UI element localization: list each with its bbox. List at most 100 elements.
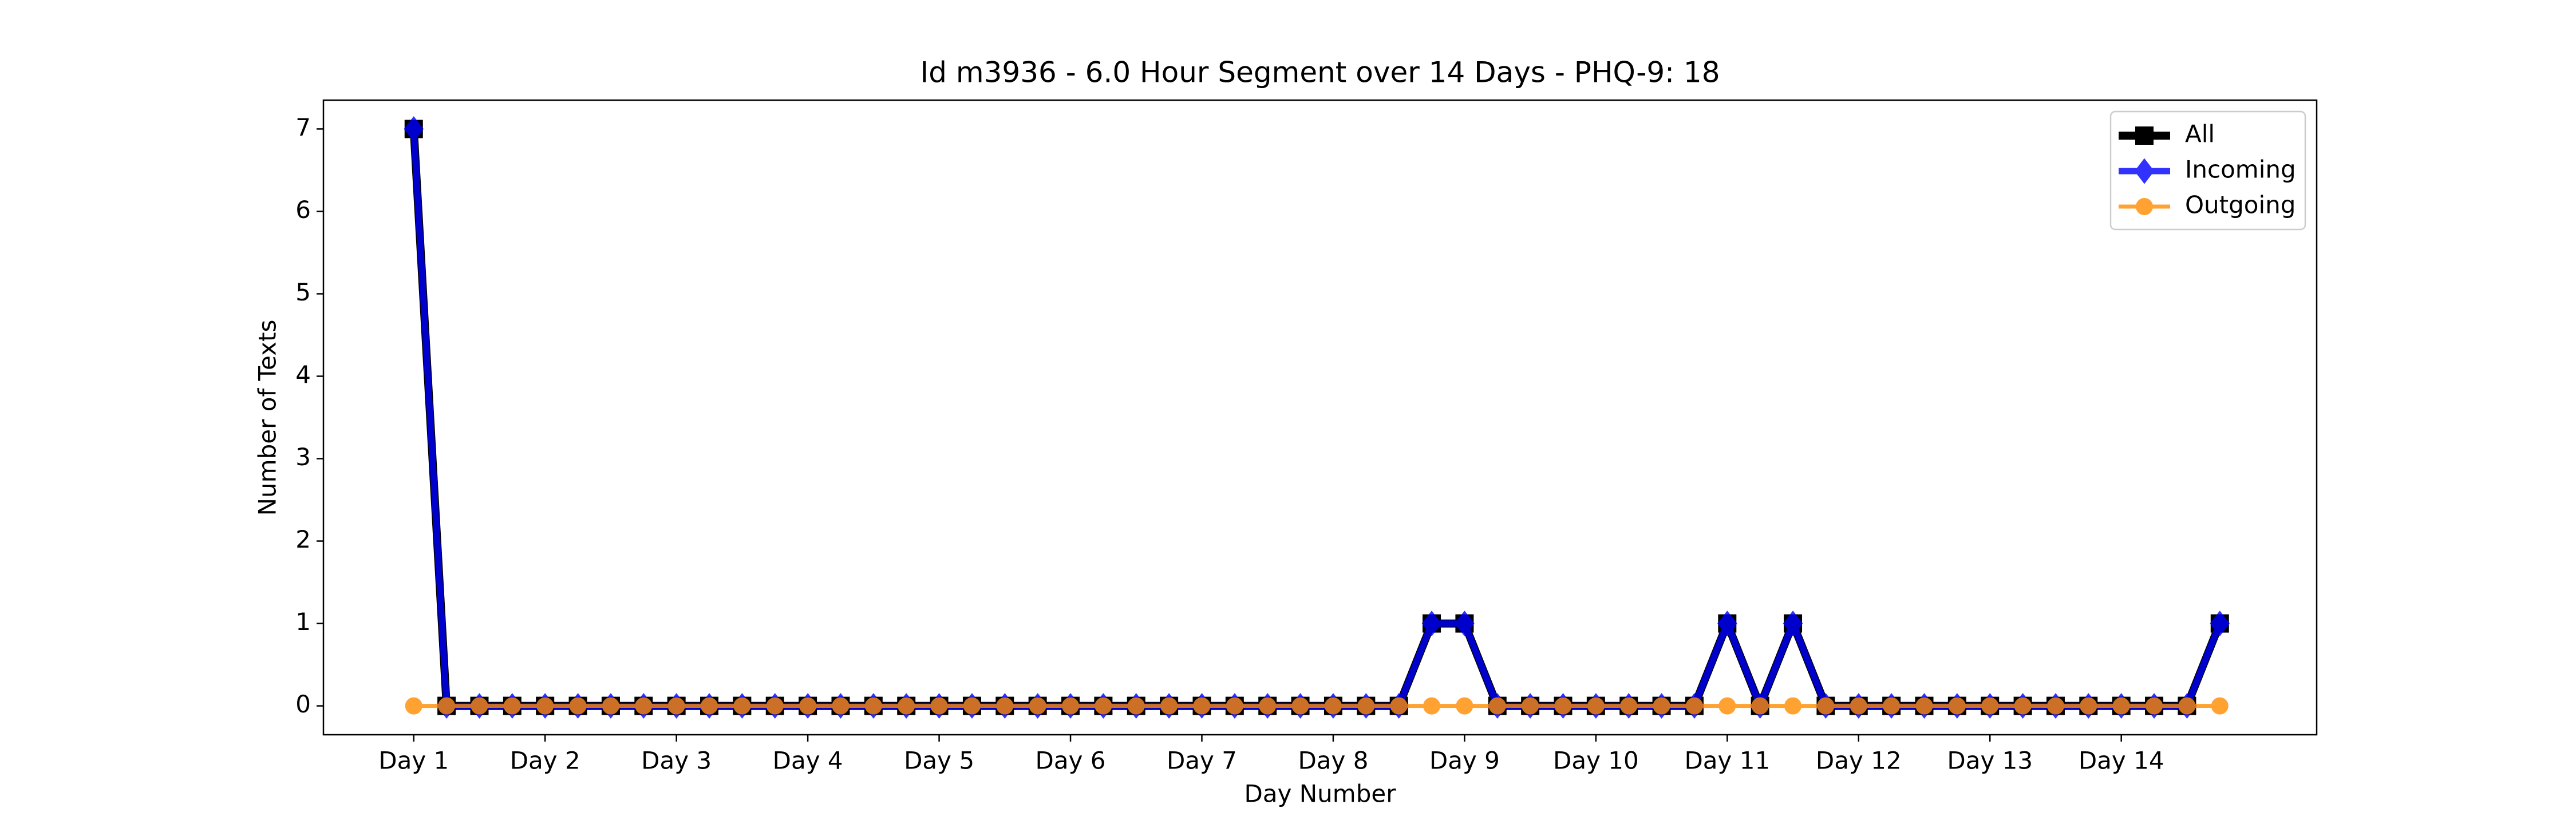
point xyxy=(569,697,587,715)
point xyxy=(1717,611,1737,637)
point xyxy=(1324,697,1342,715)
point xyxy=(1554,697,1572,715)
point xyxy=(667,697,685,715)
x-tick-label: Day 12 xyxy=(1816,747,1902,775)
point xyxy=(1423,697,1441,715)
legend-box xyxy=(2109,110,2306,231)
y-tick-label: 3 xyxy=(295,443,311,471)
point xyxy=(635,697,653,715)
y-tick-label: 2 xyxy=(295,525,311,553)
x-axis-label: Day Number xyxy=(1244,780,1396,808)
point xyxy=(1291,697,1309,715)
point xyxy=(930,697,948,715)
x-tick-label: Day 6 xyxy=(1036,747,1106,775)
point xyxy=(733,697,751,715)
point xyxy=(1421,611,1442,637)
legend-marker xyxy=(2135,126,2154,145)
point xyxy=(1488,697,1506,715)
point xyxy=(1357,697,1375,715)
x-tick-label: Day 13 xyxy=(1947,747,2033,775)
x-tick-label: Day 10 xyxy=(1553,747,1639,775)
x-tick-label: Day 1 xyxy=(378,747,449,775)
point xyxy=(1751,697,1769,715)
point xyxy=(2046,697,2064,715)
y-tick-label: 0 xyxy=(295,690,311,718)
x-tick-label: Day 3 xyxy=(641,747,712,775)
point xyxy=(1883,697,1901,715)
point xyxy=(2211,697,2229,715)
legend-item xyxy=(2119,126,2170,145)
point xyxy=(1915,697,1933,715)
point xyxy=(1948,697,1966,715)
point xyxy=(832,697,850,715)
legend-marker xyxy=(2136,198,2153,215)
point xyxy=(1981,697,1999,715)
point xyxy=(864,697,882,715)
point xyxy=(1226,697,1243,715)
point xyxy=(1850,697,1867,715)
point xyxy=(1620,697,1638,715)
point xyxy=(438,697,456,715)
x-tick-label: Day 9 xyxy=(1429,747,1500,775)
point xyxy=(405,697,422,715)
legend-item xyxy=(2119,198,2170,215)
x-tick-label: Day 4 xyxy=(773,747,843,775)
legend-marker xyxy=(2134,158,2155,184)
point xyxy=(2112,697,2130,715)
x-tick-label: Day 5 xyxy=(904,747,974,775)
x-tick-label: Day 14 xyxy=(2079,747,2164,775)
y-axis-label: Number of Texts xyxy=(254,320,282,516)
point xyxy=(996,697,1014,715)
point xyxy=(2178,697,2196,715)
y-tick-label: 7 xyxy=(295,113,311,141)
point xyxy=(701,697,718,715)
point xyxy=(1029,697,1046,715)
point xyxy=(1653,697,1670,715)
y-tick-label: 1 xyxy=(295,608,311,636)
point xyxy=(1095,697,1112,715)
y-tick-label: 4 xyxy=(295,360,311,389)
point xyxy=(2014,697,2032,715)
point xyxy=(503,697,521,715)
point xyxy=(2146,697,2163,715)
point xyxy=(404,116,424,142)
point xyxy=(1127,697,1145,715)
point xyxy=(1718,697,1736,715)
point xyxy=(1522,697,1539,715)
point xyxy=(1784,697,1802,715)
y-tick-label: 6 xyxy=(295,196,311,224)
point xyxy=(1259,697,1277,715)
point xyxy=(2210,611,2230,637)
point xyxy=(602,697,619,715)
point xyxy=(471,697,488,715)
legend-label: Incoming xyxy=(2185,156,2296,184)
point xyxy=(1587,697,1605,715)
plot-frame xyxy=(322,99,2318,736)
point xyxy=(1817,697,1835,715)
point xyxy=(799,697,817,715)
point xyxy=(1193,697,1211,715)
series xyxy=(405,697,2229,715)
point xyxy=(536,697,554,715)
point xyxy=(2080,697,2097,715)
point xyxy=(1062,697,1080,715)
point xyxy=(1390,697,1408,715)
y-tick-label: 5 xyxy=(295,278,311,306)
point xyxy=(1685,697,1703,715)
point xyxy=(1456,697,1473,715)
point xyxy=(1783,611,1803,637)
x-tick-label: Day 7 xyxy=(1167,747,1237,775)
x-tick-label: Day 8 xyxy=(1298,747,1368,775)
legend-label: Outgoing xyxy=(2185,191,2296,219)
x-tick-label: Day 2 xyxy=(510,747,580,775)
point xyxy=(1455,611,1475,637)
legend-label: All xyxy=(2185,120,2215,148)
x-tick-label: Day 11 xyxy=(1684,747,1770,775)
chart-title: Id m3936 - 6.0 Hour Segment over 14 Days… xyxy=(920,56,1720,89)
legend-item xyxy=(2119,158,2170,184)
point xyxy=(898,697,915,715)
point xyxy=(766,697,784,715)
point xyxy=(963,697,981,715)
point xyxy=(1160,697,1178,715)
